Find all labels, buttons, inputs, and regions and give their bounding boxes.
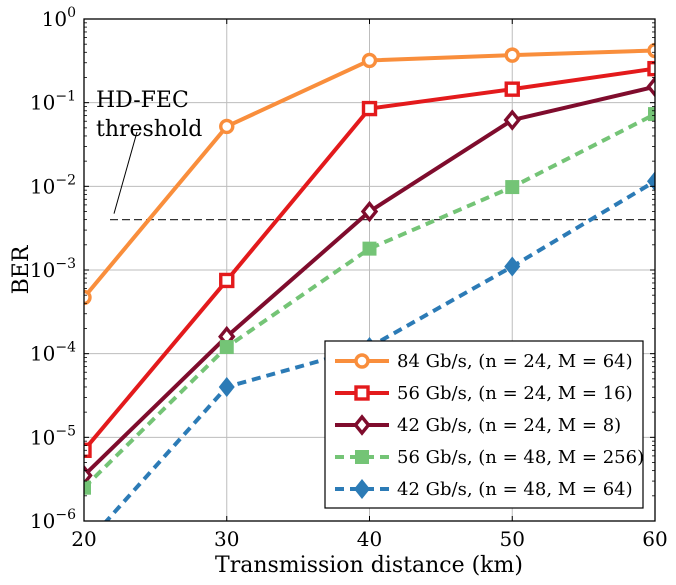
series-1-point xyxy=(219,118,235,135)
series-2-point xyxy=(504,81,520,97)
series-4-point xyxy=(648,107,655,122)
legend-marker-1 xyxy=(354,353,370,369)
series-3-point xyxy=(360,200,379,223)
threshold-label-line1: HD-FEC xyxy=(96,88,189,113)
axis-ticks: 20 30 40 50 60 10−6 10−5 10−4 10−3 10−2 10−1 100 xyxy=(30,5,668,551)
x-tick-label: 40 xyxy=(357,527,382,551)
series-4-point xyxy=(362,241,377,256)
x-tick-label: 50 xyxy=(500,527,525,551)
legend-label-4: 56 Gb/s, (n = 48, M = 256) xyxy=(397,447,644,468)
series-group xyxy=(84,42,655,521)
series-4-point xyxy=(219,340,234,355)
legend-label-5: 42 Gb/s, (n = 48, M = 64) xyxy=(397,479,633,500)
series-4-point xyxy=(505,180,520,195)
series-4-point xyxy=(84,480,91,495)
legend-label-2: 56 Gb/s, (n = 24, M = 16) xyxy=(397,383,633,404)
legend-label-3: 42 Gb/s, (n = 24, M = 8) xyxy=(397,415,621,436)
series-1-point xyxy=(361,52,378,69)
threshold-pointer xyxy=(113,131,138,214)
series-2-point xyxy=(647,60,655,77)
legend-marker-2 xyxy=(354,385,370,401)
x-tick-label: 30 xyxy=(214,527,239,551)
series-5-point xyxy=(504,256,521,277)
y-tick-label: 10−3 xyxy=(30,256,76,282)
series-2-point xyxy=(361,100,378,117)
series-1-point xyxy=(504,47,520,63)
y-tick-label: 10−2 xyxy=(30,172,76,198)
series-3-point xyxy=(84,464,93,487)
legend-label-1: 84 Gb/s, (n = 24, M = 64) xyxy=(397,351,633,372)
x-tick-label: 20 xyxy=(71,527,96,551)
legend-marker-3 xyxy=(353,414,371,436)
hd-fec-threshold: HD-FEC threshold xyxy=(96,88,655,221)
series-5-point xyxy=(218,376,235,397)
x-axis-title: Transmission distance (km) xyxy=(215,553,523,578)
y-axis-title: BER xyxy=(9,244,34,294)
y-tick-label: 10−1 xyxy=(30,89,76,115)
y-tick-label: 100 xyxy=(42,5,76,31)
series-1-point xyxy=(647,42,655,59)
legend-marker-4 xyxy=(355,450,369,464)
y-tick-label: 10−6 xyxy=(30,507,76,533)
x-tick-label: 60 xyxy=(642,527,667,551)
y-tick-label: 10−5 xyxy=(30,423,76,449)
series-3-point xyxy=(646,76,655,98)
legend-marker-5 xyxy=(354,479,370,499)
threshold-label-line2: threshold xyxy=(96,117,202,142)
series-3-point xyxy=(503,109,521,131)
series-2-point xyxy=(219,272,235,289)
legend: 84 Gb/s, (n = 24, M = 64) 56 Gb/s, (n = 2… xyxy=(324,340,644,509)
series-1-point xyxy=(84,289,92,306)
y-tick-label: 10−4 xyxy=(30,340,76,366)
